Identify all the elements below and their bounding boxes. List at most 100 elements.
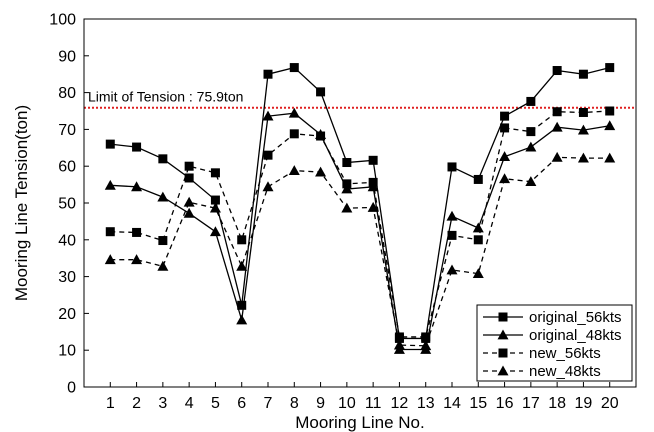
- data-point-new_48kts: [551, 151, 563, 162]
- y-tick-label: 40: [58, 232, 76, 249]
- data-point-new_56kts: [263, 150, 273, 160]
- data-point-original_56kts: [263, 69, 273, 79]
- data-point-new_56kts: [184, 161, 194, 171]
- legend-label-original_56kts: original_56kts: [529, 309, 622, 326]
- data-point-new_56kts: [237, 235, 247, 245]
- data-point-new_56kts: [421, 332, 431, 342]
- data-point-original_48kts: [577, 124, 589, 135]
- series-new_48kts: [104, 151, 616, 351]
- data-point-original_48kts: [525, 141, 537, 152]
- data-point-new_48kts: [183, 196, 195, 207]
- y-tick-label: 70: [58, 122, 76, 139]
- data-point-original_56kts: [447, 162, 457, 172]
- data-point-new_56kts: [210, 168, 220, 178]
- data-point-new_56kts: [158, 236, 168, 246]
- series-original_56kts: [105, 63, 615, 343]
- data-point-new_48kts: [393, 339, 405, 350]
- x-tick-label: 11: [365, 395, 382, 412]
- y-tick-label: 0: [67, 380, 76, 397]
- data-point-new_48kts: [472, 268, 484, 279]
- data-point-new_56kts: [500, 123, 510, 133]
- y-tick-label: 60: [58, 159, 76, 176]
- data-point-original_56kts: [578, 69, 588, 79]
- data-point-new_48kts: [288, 165, 300, 176]
- data-point-new_56kts: [342, 179, 352, 189]
- x-tick-label: 3: [158, 395, 167, 412]
- data-point-original_48kts: [209, 226, 221, 237]
- data-point-new_48kts: [209, 202, 221, 213]
- data-point-new_56kts: [447, 230, 457, 240]
- y-tick-label: 10: [58, 343, 76, 360]
- data-point-new_56kts: [289, 129, 299, 139]
- x-tick-label: 9: [316, 395, 325, 412]
- data-point-new_48kts: [157, 260, 169, 271]
- data-point-new_56kts: [105, 227, 115, 237]
- data-point-new_56kts: [473, 235, 483, 245]
- data-point-original_48kts: [183, 207, 195, 218]
- legend-label-new_48kts: new_48kts: [529, 363, 601, 380]
- data-point-new_48kts: [367, 201, 379, 212]
- data-point-original_56kts: [184, 173, 194, 183]
- data-point-original_56kts: [342, 158, 352, 168]
- legend-marker-original_48kts: [497, 329, 509, 340]
- y-tick-label: 20: [58, 306, 76, 323]
- data-point-original_48kts: [499, 151, 511, 162]
- data-point-original_56kts: [289, 63, 299, 73]
- data-point-new_48kts: [499, 173, 511, 184]
- x-tick-label: 12: [391, 395, 409, 412]
- data-point-original_48kts: [131, 181, 143, 192]
- data-point-original_48kts: [157, 191, 169, 202]
- x-tick-label: 1: [106, 395, 115, 412]
- x-tick-label: 6: [237, 395, 246, 412]
- data-point-original_56kts: [368, 155, 378, 165]
- data-point-new_48kts: [420, 340, 432, 351]
- limit-of-tension-label: Limit of Tension : 75.9ton: [88, 89, 243, 105]
- x-tick-label: 15: [469, 395, 487, 412]
- data-point-original_56kts: [237, 300, 247, 310]
- x-tick-label: 18: [548, 395, 566, 412]
- data-point-new_48kts: [236, 260, 248, 271]
- x-tick-label: 17: [522, 395, 540, 412]
- data-point-new_48kts: [525, 176, 537, 187]
- x-axis-title: Mooring Line No.: [295, 413, 424, 432]
- x-tick-label: 19: [575, 395, 593, 412]
- data-point-new_56kts: [368, 177, 378, 187]
- data-point-original_48kts: [288, 107, 300, 118]
- data-point-new_56kts: [552, 107, 562, 117]
- series-new_56kts: [105, 106, 615, 342]
- legend: original_56ktsoriginal_48ktsnew_56ktsnew…: [476, 304, 633, 382]
- data-point-new_48kts: [262, 181, 274, 192]
- y-tick-label: 30: [58, 269, 76, 286]
- y-tick-label: 50: [58, 196, 76, 213]
- data-point-original_56kts: [500, 111, 510, 121]
- data-point-original_56kts: [473, 174, 483, 184]
- data-point-original_48kts: [446, 210, 458, 221]
- data-point-new_48kts: [577, 152, 589, 163]
- y-axis-title: Mooring Line Tension(ton): [12, 105, 31, 301]
- data-point-original_48kts: [341, 183, 353, 194]
- y-tick-label: 90: [58, 48, 76, 65]
- data-point-new_56kts: [526, 127, 536, 137]
- data-point-original_56kts: [158, 154, 168, 164]
- data-point-original_56kts: [210, 195, 220, 205]
- x-tick-label: 4: [185, 395, 194, 412]
- data-point-new_56kts: [394, 332, 404, 342]
- series-layer: [104, 63, 616, 354]
- x-tick-label: 20: [601, 395, 619, 412]
- x-tick-label: 5: [211, 395, 220, 412]
- data-point-original_48kts: [104, 179, 116, 190]
- legend-label-new_56kts: new_56kts: [529, 345, 601, 362]
- legend-marker-original_56kts: [498, 312, 508, 322]
- data-point-original_56kts: [552, 66, 562, 76]
- data-point-original_56kts: [316, 87, 326, 97]
- data-point-new_48kts: [446, 264, 458, 275]
- data-point-original_48kts: [262, 110, 274, 121]
- series-original_48kts: [104, 107, 616, 354]
- data-point-new_48kts: [104, 254, 116, 265]
- data-point-new_48kts: [131, 254, 143, 265]
- x-tick-label: 16: [496, 395, 514, 412]
- data-point-new_56kts: [578, 107, 588, 117]
